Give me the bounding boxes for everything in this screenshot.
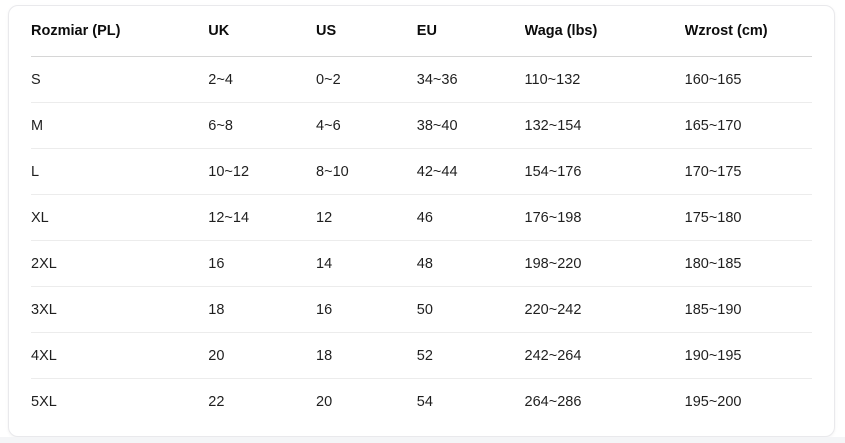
cell-uk: 10~12	[208, 148, 317, 195]
cell-uk: 12~14	[208, 194, 317, 241]
cell-us: 12	[316, 194, 417, 241]
cell-uk: 20	[208, 332, 317, 379]
cell-us: 4~6	[316, 102, 417, 149]
cell-eu: 48	[416, 240, 525, 287]
cell-waga: 110~132	[524, 56, 685, 103]
cell-size-pl: M	[31, 102, 209, 149]
cell-uk: 2~4	[208, 56, 317, 103]
cell-waga: 176~198	[524, 194, 685, 241]
column-header-uk: UK	[208, 6, 317, 57]
cell-us: 14	[316, 240, 417, 287]
table-row-5xl: 5XL 22 20 54 264~286 195~200	[31, 379, 812, 425]
column-header-rozmiar-pl: Rozmiar (PL)	[31, 6, 209, 57]
header-row: Rozmiar (PL) UK US EU Waga (lbs) Wzrost …	[31, 6, 812, 57]
table-row-l: L 10~12 8~10 42~44 154~176 170~175	[31, 148, 812, 195]
cell-waga: 220~242	[524, 286, 685, 333]
cell-eu: 38~40	[416, 102, 525, 149]
table-row-4xl: 4XL 20 18 52 242~264 190~195	[31, 332, 812, 379]
size-chart-card: Rozmiar (PL) UK US EU Waga (lbs) Wzrost …	[8, 5, 835, 437]
cell-size-pl: 5XL	[31, 393, 57, 410]
cell-waga: 198~220	[524, 240, 685, 287]
cell-uk: 22	[208, 393, 225, 410]
cell-waga: 242~264	[524, 332, 685, 379]
table-row-xl: XL 12~14 12 46 176~198 175~180	[31, 194, 812, 241]
cell-uk: 18	[208, 286, 317, 333]
cell-eu: 42~44	[416, 148, 525, 195]
cell-wzrost: 180~185	[684, 240, 812, 287]
cell-eu: 46	[416, 194, 525, 241]
cell-size-pl: 2XL	[31, 240, 209, 287]
cell-us: 20	[316, 393, 333, 410]
table-row-3xl: 3XL 18 16 50 220~242 185~190	[31, 286, 812, 333]
column-header-us: US	[316, 6, 417, 57]
cell-wzrost: 160~165	[684, 56, 812, 103]
cell-size-pl: XL	[31, 194, 209, 241]
page-bottom-strip	[0, 437, 845, 443]
cell-us: 18	[316, 332, 417, 379]
cell-eu: 50	[416, 286, 525, 333]
table-row-m: M 6~8 4~6 38~40 132~154 165~170	[31, 102, 812, 149]
cell-size-pl: 4XL	[31, 332, 209, 379]
cell-eu: 54	[416, 393, 433, 410]
cell-us: 0~2	[316, 56, 417, 103]
cell-waga: 264~286	[524, 393, 582, 410]
cell-wzrost: 195~200	[684, 393, 742, 410]
cell-wzrost: 185~190	[684, 286, 812, 333]
cell-us: 16	[316, 286, 417, 333]
cell-uk: 6~8	[208, 102, 317, 149]
cell-eu: 52	[416, 332, 525, 379]
cell-eu: 34~36	[416, 56, 525, 103]
cell-size-pl: L	[31, 148, 209, 195]
table-row-2xl: 2XL 16 14 48 198~220 180~185	[31, 240, 812, 287]
cell-size-pl: 3XL	[31, 286, 209, 333]
cell-size-pl: S	[31, 56, 209, 103]
cell-wzrost: 190~195	[684, 332, 812, 379]
size-chart-table: Rozmiar (PL) UK US EU Waga (lbs) Wzrost …	[31, 6, 812, 424]
cell-us: 8~10	[316, 148, 417, 195]
cell-wzrost: 165~170	[684, 102, 812, 149]
cell-wzrost: 170~175	[684, 148, 812, 195]
cell-waga: 132~154	[524, 102, 685, 149]
column-header-eu: EU	[416, 6, 525, 57]
column-header-waga-lbs: Waga (lbs)	[524, 6, 685, 57]
column-header-wzrost-cm: Wzrost (cm)	[684, 6, 812, 57]
cell-wzrost: 175~180	[684, 194, 812, 241]
cell-waga: 154~176	[524, 148, 685, 195]
cell-uk: 16	[208, 240, 317, 287]
table-row-s: S 2~4 0~2 34~36 110~132 160~165	[31, 56, 812, 103]
